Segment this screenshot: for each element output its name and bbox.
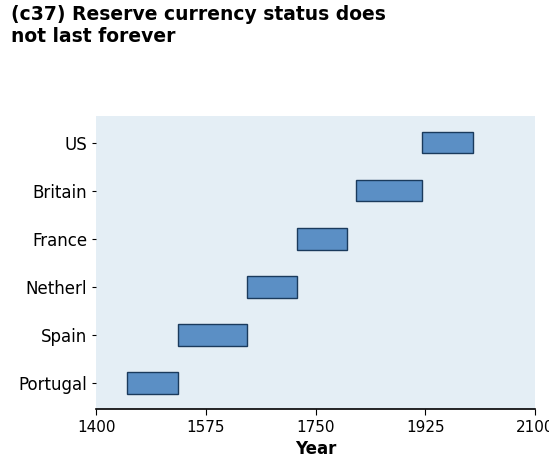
Bar — [297, 228, 347, 250]
X-axis label: Year: Year — [295, 440, 337, 458]
Bar — [422, 132, 473, 153]
Bar — [356, 180, 422, 201]
Bar — [247, 276, 297, 298]
Bar — [127, 372, 178, 393]
Text: (c37) Reserve currency status does
not last forever: (c37) Reserve currency status does not l… — [11, 5, 386, 46]
Bar — [178, 324, 247, 345]
